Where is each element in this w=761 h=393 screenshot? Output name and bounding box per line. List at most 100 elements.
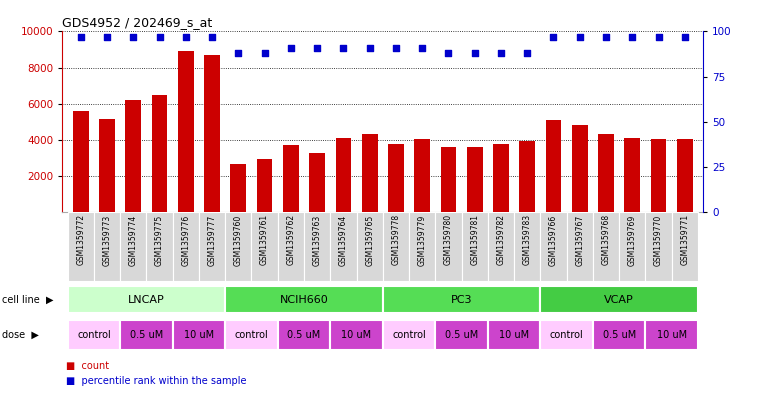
Bar — [651, 139, 667, 212]
Bar — [488, 320, 540, 350]
Bar — [330, 212, 356, 281]
Point — [180, 34, 192, 40]
Bar — [546, 120, 562, 212]
Text: GSM1359769: GSM1359769 — [628, 214, 637, 266]
Text: GSM1359783: GSM1359783 — [523, 214, 532, 265]
Bar — [278, 320, 330, 350]
Bar — [572, 125, 587, 212]
Bar — [68, 212, 94, 281]
Text: GDS4952 / 202469_s_at: GDS4952 / 202469_s_at — [62, 16, 212, 29]
Bar — [278, 212, 304, 281]
Text: 0.5 uM: 0.5 uM — [603, 330, 635, 340]
Bar — [151, 95, 167, 212]
Bar — [178, 51, 194, 212]
Point — [311, 44, 323, 51]
Bar — [204, 55, 220, 212]
Text: GSM1359777: GSM1359777 — [208, 214, 217, 266]
Bar — [173, 320, 225, 350]
Point — [101, 34, 113, 40]
Bar — [388, 144, 404, 212]
Point — [574, 34, 586, 40]
Text: 0.5 uM: 0.5 uM — [130, 330, 163, 340]
Bar — [383, 320, 435, 350]
Text: control: control — [392, 330, 426, 340]
Text: 0.5 uM: 0.5 uM — [288, 330, 320, 340]
Text: VCAP: VCAP — [604, 295, 634, 305]
Bar — [199, 212, 225, 281]
Bar — [146, 212, 173, 281]
Text: GSM1359762: GSM1359762 — [286, 214, 295, 265]
Bar — [462, 212, 488, 281]
Bar — [383, 286, 540, 313]
Text: dose  ▶: dose ▶ — [2, 330, 38, 340]
Text: GSM1359779: GSM1359779 — [418, 214, 427, 266]
Text: GSM1359761: GSM1359761 — [260, 214, 269, 265]
Bar — [361, 134, 377, 212]
Bar — [173, 212, 199, 281]
Bar — [488, 212, 514, 281]
Bar — [120, 212, 146, 281]
Bar — [256, 159, 272, 212]
Bar — [567, 212, 593, 281]
Text: GSM1359763: GSM1359763 — [313, 214, 322, 266]
Bar — [120, 320, 173, 350]
Bar — [330, 320, 383, 350]
Text: GSM1359775: GSM1359775 — [155, 214, 164, 266]
Point — [652, 34, 664, 40]
Point — [442, 50, 454, 56]
Bar — [225, 212, 251, 281]
Bar — [409, 212, 435, 281]
Point — [416, 44, 428, 51]
Text: 10 uM: 10 uM — [184, 330, 214, 340]
Point — [154, 34, 166, 40]
Bar — [251, 212, 278, 281]
Bar — [225, 286, 383, 313]
Bar — [598, 134, 614, 212]
Text: GSM1359772: GSM1359772 — [76, 214, 85, 265]
Point — [547, 34, 559, 40]
Bar — [336, 138, 352, 212]
Bar — [356, 212, 383, 281]
Bar — [519, 141, 535, 212]
Bar — [304, 212, 330, 281]
Point — [75, 34, 87, 40]
Text: control: control — [549, 330, 584, 340]
Bar — [645, 212, 672, 281]
Bar — [435, 212, 462, 281]
Point — [600, 34, 612, 40]
Point — [626, 34, 638, 40]
Text: GSM1359778: GSM1359778 — [391, 214, 400, 265]
Text: GSM1359771: GSM1359771 — [680, 214, 689, 265]
Bar — [94, 212, 120, 281]
Point — [679, 34, 691, 40]
Text: GSM1359770: GSM1359770 — [654, 214, 663, 266]
Text: GSM1359782: GSM1359782 — [496, 214, 505, 265]
Bar — [624, 138, 640, 212]
Bar — [225, 320, 278, 350]
Bar — [540, 286, 698, 313]
Bar — [99, 119, 115, 212]
Bar — [540, 212, 567, 281]
Text: cell line  ▶: cell line ▶ — [2, 295, 53, 305]
Text: GSM1359774: GSM1359774 — [129, 214, 138, 266]
Bar — [619, 212, 645, 281]
Text: control: control — [234, 330, 269, 340]
Text: control: control — [77, 330, 111, 340]
Point — [521, 50, 533, 56]
Point — [259, 50, 271, 56]
Text: ■  percentile rank within the sample: ■ percentile rank within the sample — [66, 376, 247, 386]
Text: GSM1359781: GSM1359781 — [470, 214, 479, 265]
Text: 10 uM: 10 uM — [657, 330, 686, 340]
Bar — [593, 320, 645, 350]
Bar — [383, 212, 409, 281]
Bar — [126, 100, 142, 212]
Bar — [466, 147, 482, 212]
Text: ■  count: ■ count — [66, 362, 110, 371]
Point — [127, 34, 139, 40]
Point — [232, 50, 244, 56]
Text: GSM1359776: GSM1359776 — [181, 214, 190, 266]
Text: GSM1359780: GSM1359780 — [444, 214, 453, 265]
Point — [469, 50, 481, 56]
Text: 10 uM: 10 uM — [342, 330, 371, 340]
Point — [206, 34, 218, 40]
